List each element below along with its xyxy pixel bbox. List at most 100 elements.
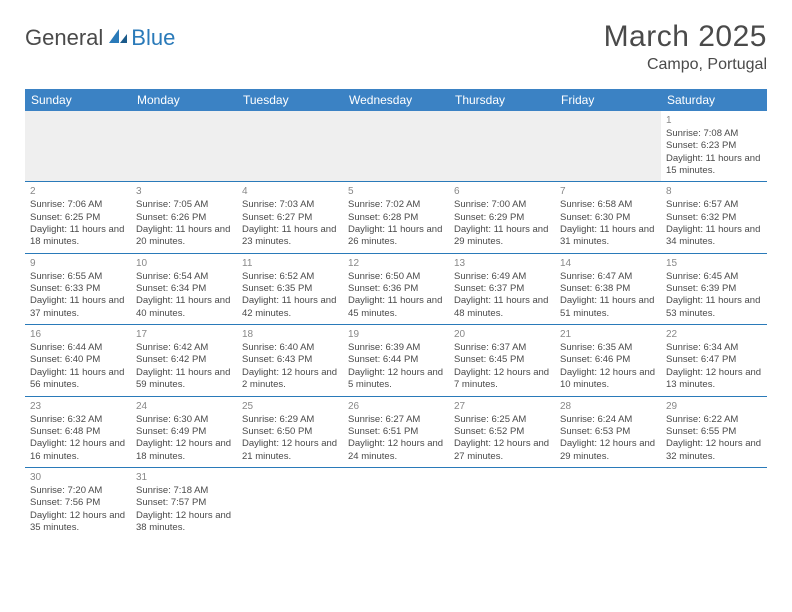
sunrise-line: Sunrise: 6:34 AM — [666, 342, 762, 354]
sunset-line: Sunset: 6:35 PM — [242, 283, 338, 295]
day-number: 31 — [136, 471, 232, 484]
sunset-line: Sunset: 6:38 PM — [560, 283, 656, 295]
empty-day — [343, 111, 449, 182]
daylight-line: Daylight: 12 hours and 10 minutes. — [560, 367, 656, 392]
sunset-line: Sunset: 6:39 PM — [666, 283, 762, 295]
sunset-line: Sunset: 6:42 PM — [136, 354, 232, 366]
day-number: 7 — [560, 185, 656, 198]
header: General Blue March 2025 Campo, Portugal — [25, 20, 767, 74]
calendar-day: 21Sunrise: 6:35 AMSunset: 6:46 PMDayligh… — [555, 325, 661, 396]
calendar-day: 25Sunrise: 6:29 AMSunset: 6:50 PMDayligh… — [237, 396, 343, 467]
calendar-row: 23Sunrise: 6:32 AMSunset: 6:48 PMDayligh… — [25, 396, 767, 467]
calendar-day: 17Sunrise: 6:42 AMSunset: 6:42 PMDayligh… — [131, 325, 237, 396]
calendar-table: Sunday Monday Tuesday Wednesday Thursday… — [25, 89, 767, 538]
daylight-line: Daylight: 11 hours and 31 minutes. — [560, 224, 656, 249]
sunset-line: Sunset: 6:33 PM — [30, 283, 126, 295]
calendar-day: 11Sunrise: 6:52 AMSunset: 6:35 PMDayligh… — [237, 253, 343, 324]
calendar-day: 27Sunrise: 6:25 AMSunset: 6:52 PMDayligh… — [449, 396, 555, 467]
sunrise-line: Sunrise: 6:44 AM — [30, 342, 126, 354]
calendar-row: 16Sunrise: 6:44 AMSunset: 6:40 PMDayligh… — [25, 325, 767, 396]
location: Campo, Portugal — [604, 56, 767, 74]
calendar-day: 5Sunrise: 7:02 AMSunset: 6:28 PMDaylight… — [343, 182, 449, 253]
calendar-day: 22Sunrise: 6:34 AMSunset: 6:47 PMDayligh… — [661, 325, 767, 396]
sunset-line: Sunset: 6:47 PM — [666, 354, 762, 366]
sunset-line: Sunset: 6:51 PM — [348, 426, 444, 438]
daylight-line: Daylight: 11 hours and 56 minutes. — [30, 367, 126, 392]
daylight-line: Daylight: 12 hours and 16 minutes. — [30, 438, 126, 463]
calendar-day: 6Sunrise: 7:00 AMSunset: 6:29 PMDaylight… — [449, 182, 555, 253]
calendar-row: 9Sunrise: 6:55 AMSunset: 6:33 PMDaylight… — [25, 253, 767, 324]
sunset-line: Sunset: 6:40 PM — [30, 354, 126, 366]
sunset-line: Sunset: 6:45 PM — [454, 354, 550, 366]
weekday-header: Monday — [131, 89, 237, 111]
day-number: 28 — [560, 400, 656, 413]
sunset-line: Sunset: 6:55 PM — [666, 426, 762, 438]
calendar-day: 12Sunrise: 6:50 AMSunset: 6:36 PMDayligh… — [343, 253, 449, 324]
daylight-line: Daylight: 12 hours and 18 minutes. — [136, 438, 232, 463]
weekday-header: Wednesday — [343, 89, 449, 111]
sunrise-line: Sunrise: 6:54 AM — [136, 271, 232, 283]
day-number: 10 — [136, 257, 232, 270]
day-number: 24 — [136, 400, 232, 413]
sunset-line: Sunset: 6:53 PM — [560, 426, 656, 438]
day-number: 1 — [666, 114, 762, 127]
day-number: 21 — [560, 328, 656, 341]
day-number: 13 — [454, 257, 550, 270]
weekday-header: Tuesday — [237, 89, 343, 111]
daylight-line: Daylight: 12 hours and 5 minutes. — [348, 367, 444, 392]
sunrise-line: Sunrise: 6:24 AM — [560, 414, 656, 426]
calendar-day: 29Sunrise: 6:22 AMSunset: 6:55 PMDayligh… — [661, 396, 767, 467]
sunrise-line: Sunrise: 6:49 AM — [454, 271, 550, 283]
day-number: 27 — [454, 400, 550, 413]
sunrise-line: Sunrise: 6:40 AM — [242, 342, 338, 354]
day-number: 5 — [348, 185, 444, 198]
daylight-line: Daylight: 12 hours and 29 minutes. — [560, 438, 656, 463]
day-number: 17 — [136, 328, 232, 341]
calendar-day: 9Sunrise: 6:55 AMSunset: 6:33 PMDaylight… — [25, 253, 131, 324]
empty-day — [25, 111, 131, 182]
sunset-line: Sunset: 7:56 PM — [30, 497, 126, 509]
sunrise-line: Sunrise: 7:20 AM — [30, 485, 126, 497]
daylight-line: Daylight: 11 hours and 29 minutes. — [454, 224, 550, 249]
sunset-line: Sunset: 6:48 PM — [30, 426, 126, 438]
sunrise-line: Sunrise: 6:50 AM — [348, 271, 444, 283]
daylight-line: Daylight: 11 hours and 40 minutes. — [136, 295, 232, 320]
sunrise-line: Sunrise: 7:02 AM — [348, 199, 444, 211]
calendar-day: 30Sunrise: 7:20 AMSunset: 7:56 PMDayligh… — [25, 467, 131, 538]
calendar-day: 16Sunrise: 6:44 AMSunset: 6:40 PMDayligh… — [25, 325, 131, 396]
logo-sail-icon — [107, 27, 129, 50]
sunset-line: Sunset: 6:25 PM — [30, 212, 126, 224]
day-number: 9 — [30, 257, 126, 270]
calendar-day: 19Sunrise: 6:39 AMSunset: 6:44 PMDayligh… — [343, 325, 449, 396]
calendar-row: 2Sunrise: 7:06 AMSunset: 6:25 PMDaylight… — [25, 182, 767, 253]
empty-day — [131, 111, 237, 182]
sunrise-line: Sunrise: 7:03 AM — [242, 199, 338, 211]
day-number: 19 — [348, 328, 444, 341]
weekday-header: Saturday — [661, 89, 767, 111]
empty-day — [449, 467, 555, 538]
sunset-line: Sunset: 6:49 PM — [136, 426, 232, 438]
sunrise-line: Sunrise: 6:27 AM — [348, 414, 444, 426]
day-number: 29 — [666, 400, 762, 413]
sunrise-line: Sunrise: 7:08 AM — [666, 128, 762, 140]
daylight-line: Daylight: 11 hours and 15 minutes. — [666, 153, 762, 178]
day-number: 25 — [242, 400, 338, 413]
sunrise-line: Sunrise: 6:29 AM — [242, 414, 338, 426]
daylight-line: Daylight: 12 hours and 32 minutes. — [666, 438, 762, 463]
day-number: 3 — [136, 185, 232, 198]
day-number: 8 — [666, 185, 762, 198]
calendar-day: 20Sunrise: 6:37 AMSunset: 6:45 PMDayligh… — [449, 325, 555, 396]
sunrise-line: Sunrise: 7:18 AM — [136, 485, 232, 497]
sunrise-line: Sunrise: 6:35 AM — [560, 342, 656, 354]
day-number: 14 — [560, 257, 656, 270]
calendar-day: 8Sunrise: 6:57 AMSunset: 6:32 PMDaylight… — [661, 182, 767, 253]
calendar-row: 30Sunrise: 7:20 AMSunset: 7:56 PMDayligh… — [25, 467, 767, 538]
calendar-row: 1Sunrise: 7:08 AMSunset: 6:23 PMDaylight… — [25, 111, 767, 182]
daylight-line: Daylight: 12 hours and 27 minutes. — [454, 438, 550, 463]
sunset-line: Sunset: 7:57 PM — [136, 497, 232, 509]
sunrise-line: Sunrise: 6:42 AM — [136, 342, 232, 354]
day-number: 15 — [666, 257, 762, 270]
sunset-line: Sunset: 6:50 PM — [242, 426, 338, 438]
day-number: 6 — [454, 185, 550, 198]
calendar-day: 14Sunrise: 6:47 AMSunset: 6:38 PMDayligh… — [555, 253, 661, 324]
